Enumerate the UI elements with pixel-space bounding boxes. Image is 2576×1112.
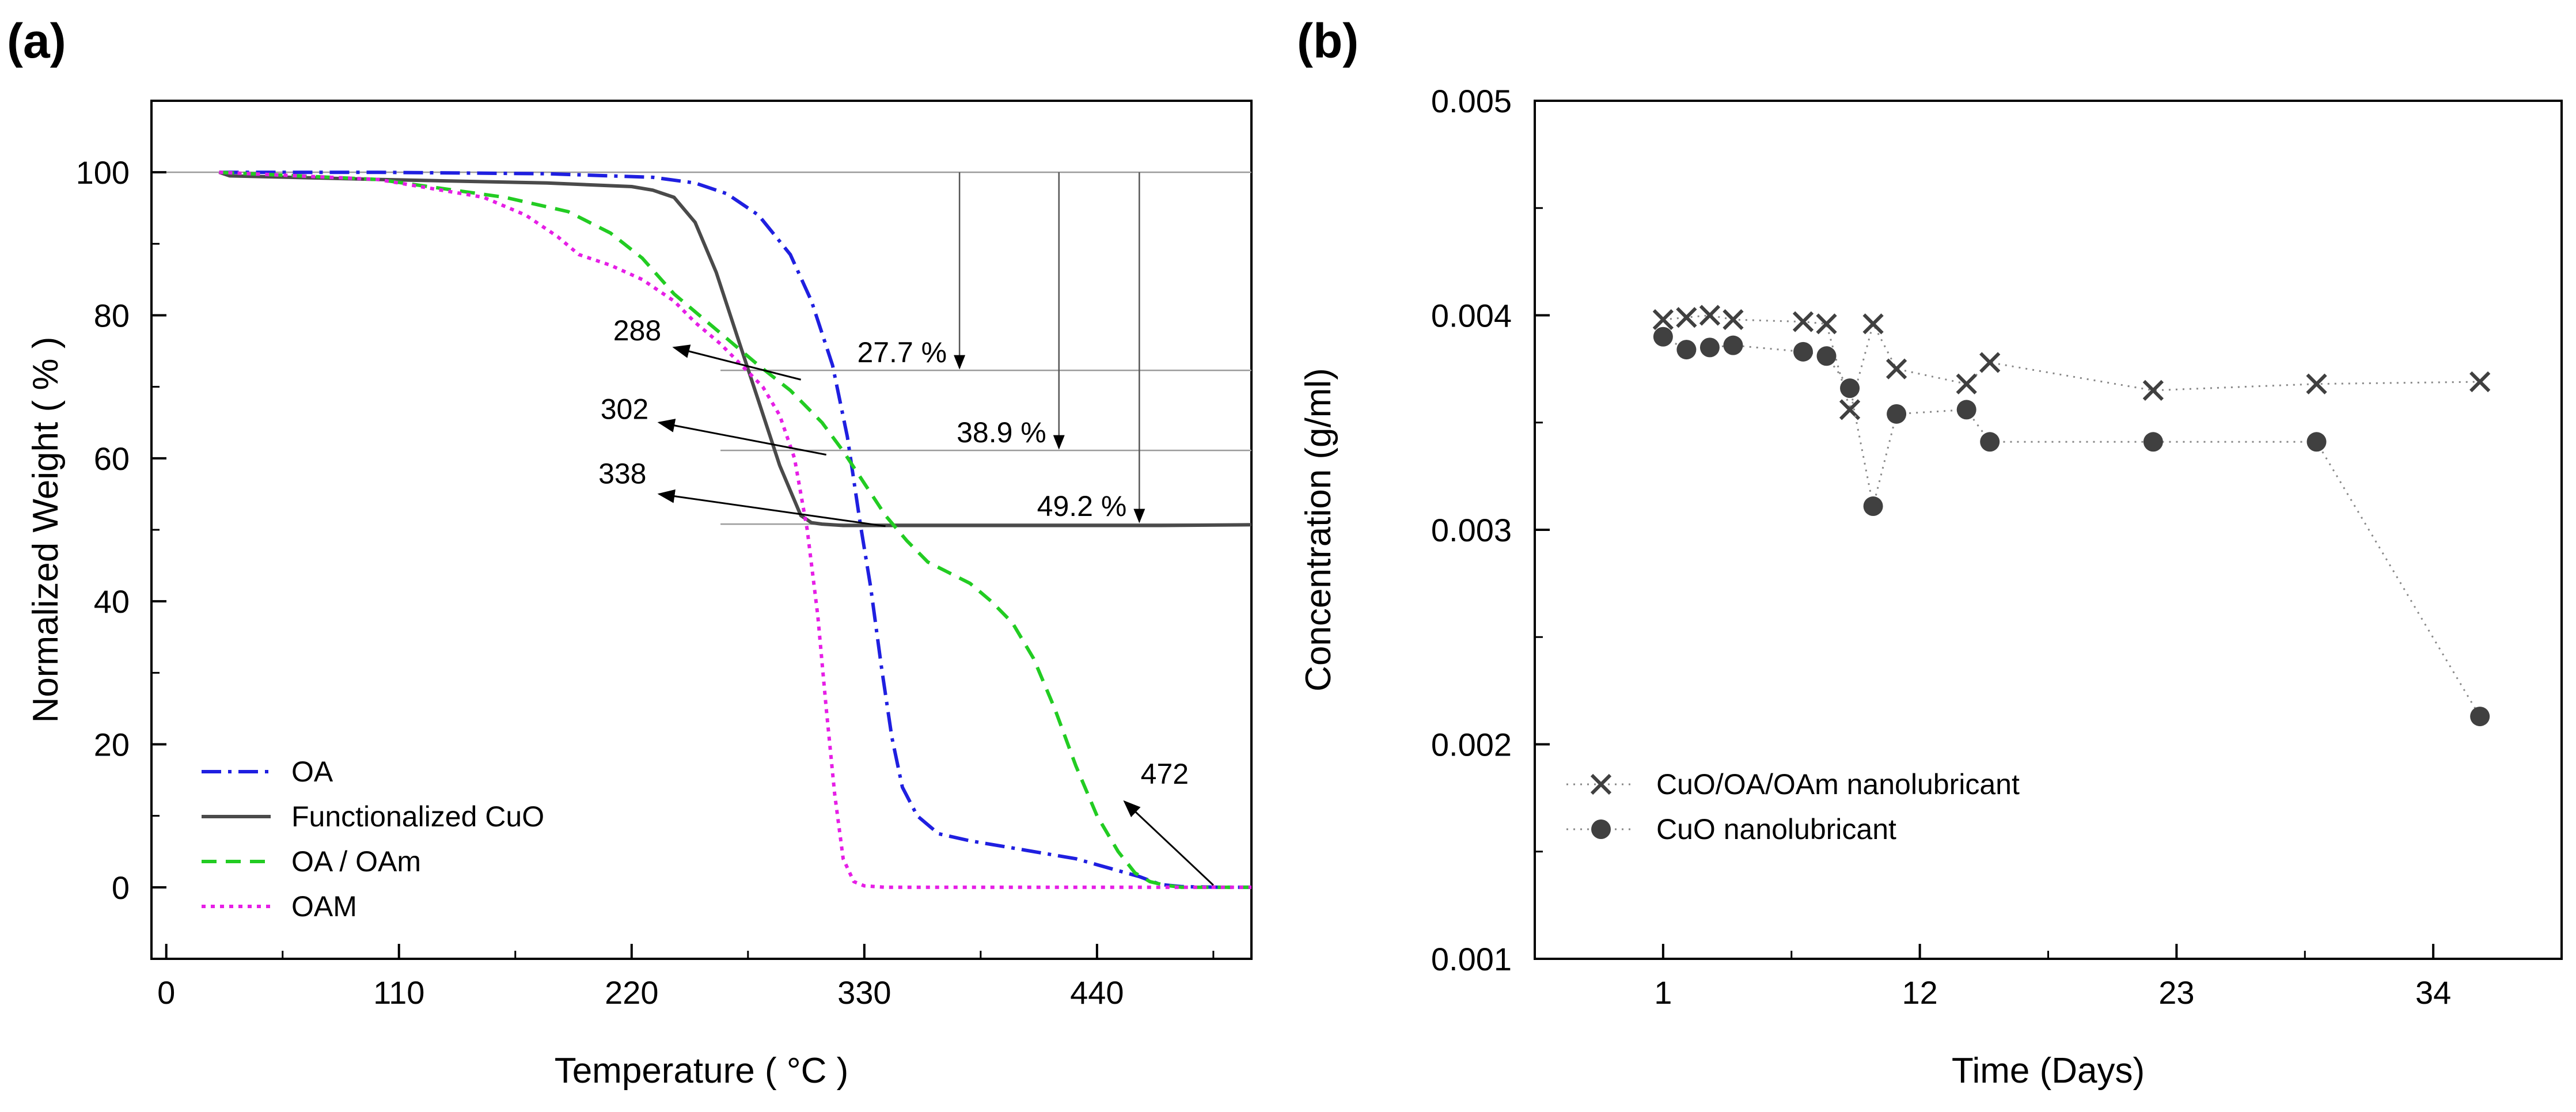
x-tick-label: 1	[1654, 974, 1672, 1011]
y-axis-title: Concentration (g/ml)	[1299, 368, 1338, 692]
y-tick-label: 0.005	[1431, 83, 1512, 119]
circle-marker	[2143, 432, 2163, 452]
onset-arrow	[1123, 800, 1214, 886]
series-connector	[1663, 314, 2480, 413]
x-axis-title: Temperature ( °C )	[555, 1051, 849, 1091]
x-marker	[1839, 399, 1861, 420]
series-line-oa	[219, 170, 1251, 889]
y-tick-label: 0.003	[1431, 512, 1512, 548]
circle-marker	[2306, 432, 2327, 452]
x-tick-label: 220	[605, 974, 658, 1011]
x-tick-label: 34	[2415, 974, 2451, 1011]
circle-marker	[1653, 327, 1673, 347]
onset-label: 338	[598, 457, 646, 489]
chart-stability: 0.001 0.002 0.003 0.004 0.005 1 12 23 34 Time (Da…	[1299, 83, 2563, 1091]
x-marker	[2469, 371, 2491, 393]
series-line-functionalized-cuo	[218, 170, 1252, 527]
onset-label: 302	[601, 393, 648, 426]
circle-marker	[1816, 346, 1837, 366]
x-marker	[1676, 307, 1697, 328]
x-tick-label: 440	[1070, 974, 1124, 1011]
y-tick-label: 20	[94, 727, 130, 763]
legend-circle-marker	[1591, 819, 1611, 839]
x-marker	[2306, 373, 2327, 394]
panel-label-a: (a)	[7, 14, 66, 68]
x-marker	[1723, 309, 1744, 331]
circle-marker	[1676, 340, 1697, 360]
drop-label: 38.9 %	[957, 416, 1046, 449]
onset-label: 472	[1141, 758, 1189, 790]
drop-label: 27.7 %	[857, 336, 947, 369]
x-tick-label: 12	[1902, 974, 1937, 1011]
legend-entry: OA	[291, 756, 333, 788]
circle-marker	[2470, 707, 2490, 727]
y-tick-label: 40	[94, 583, 130, 620]
circle-marker	[1723, 335, 1743, 355]
y-axis-title: Normalized Weight ( % )	[26, 337, 66, 723]
x-marker	[1699, 305, 1721, 326]
circle-marker	[1699, 337, 1720, 358]
legend-entry: OA / OAm	[291, 845, 421, 878]
circle-marker	[1980, 432, 2000, 452]
onset-label: 288	[613, 314, 661, 347]
circle-marker	[1956, 400, 1976, 420]
y-tick-label: 0.004	[1431, 298, 1512, 334]
x-marker	[2142, 379, 2164, 401]
x-tick-label: 110	[373, 974, 424, 1011]
drop-label: 49.2 %	[1037, 490, 1127, 522]
circle-marker	[1887, 404, 1907, 424]
onset-arrow	[657, 419, 826, 456]
x-tick-label: 23	[2158, 974, 2194, 1011]
circle-marker	[1793, 341, 1814, 362]
y-tick-label: 0.001	[1431, 941, 1512, 977]
y-tick-label: 60	[94, 441, 130, 477]
x-marker	[1862, 313, 1884, 335]
x-marker	[1816, 313, 1837, 335]
series-line-oa-oam	[219, 170, 1251, 889]
y-tick-label: 0	[112, 870, 130, 906]
x-marker	[1652, 309, 1674, 331]
legend-entry: Functionalized CuO	[291, 800, 544, 833]
x-tick-label: 0	[157, 974, 175, 1011]
onset-arrow	[672, 344, 802, 381]
x-tick-label: 330	[837, 974, 891, 1011]
chart-tga: 0 20 40 60 80 100 0 110 220 330 440 Temperature ( °…	[26, 100, 1253, 1091]
circle-marker	[1840, 378, 1860, 399]
x-marker	[1792, 311, 1814, 332]
x-marker	[1956, 373, 1977, 394]
y-tick-label: 80	[94, 298, 130, 334]
circle-marker	[1863, 496, 1883, 517]
y-tick-label: 100	[76, 154, 130, 191]
x-marker	[1979, 352, 2001, 373]
onset-arrow	[657, 489, 886, 527]
x-axis-title: Time (Days)	[1952, 1051, 2145, 1091]
legend-entry: CuO nanolubricant	[1656, 813, 1896, 845]
legend-entry: CuO/OA/OAm nanolubricant	[1656, 768, 2020, 800]
x-marker	[1885, 358, 1907, 379]
y-tick-label: 0.002	[1431, 727, 1512, 763]
legend-entry: OAM	[291, 890, 357, 923]
series-connector	[1663, 336, 2481, 717]
legend-x-marker	[1590, 773, 1612, 795]
series-line-oam	[219, 170, 1251, 889]
panel-label-b: (b)	[1297, 14, 1359, 68]
